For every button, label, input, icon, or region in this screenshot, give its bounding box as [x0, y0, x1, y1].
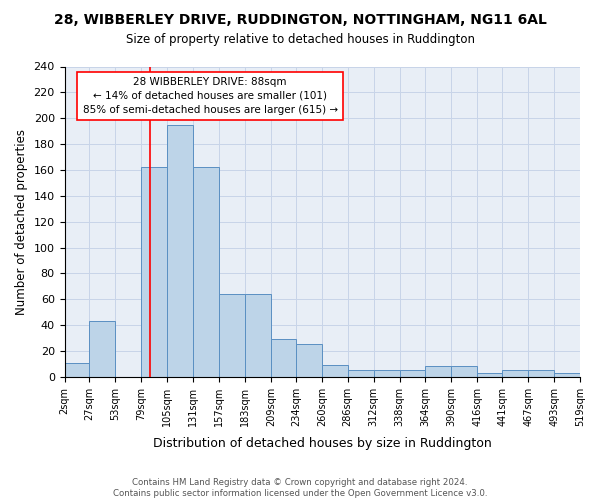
- Bar: [425, 366, 451, 377]
- Bar: [219, 294, 245, 377]
- Text: 28 WIBBERLEY DRIVE: 88sqm
← 14% of detached houses are smaller (101)
85% of semi: 28 WIBBERLEY DRIVE: 88sqm ← 14% of detac…: [83, 77, 338, 115]
- Bar: [322, 365, 347, 377]
- Bar: [193, 168, 219, 377]
- Text: 28, WIBBERLEY DRIVE, RUDDINGTON, NOTTINGHAM, NG11 6AL: 28, WIBBERLEY DRIVE, RUDDINGTON, NOTTING…: [53, 12, 547, 26]
- Bar: [502, 370, 528, 377]
- Bar: [245, 294, 271, 377]
- Bar: [65, 362, 89, 377]
- Bar: [271, 340, 296, 377]
- Bar: [142, 168, 167, 377]
- Bar: [374, 370, 400, 377]
- Bar: [167, 124, 193, 377]
- Text: Contains HM Land Registry data © Crown copyright and database right 2024.
Contai: Contains HM Land Registry data © Crown c…: [113, 478, 487, 498]
- Bar: [89, 321, 115, 377]
- X-axis label: Distribution of detached houses by size in Ruddington: Distribution of detached houses by size …: [153, 437, 491, 450]
- Y-axis label: Number of detached properties: Number of detached properties: [15, 128, 28, 314]
- Bar: [400, 370, 425, 377]
- Bar: [478, 373, 502, 377]
- Bar: [528, 370, 554, 377]
- Text: Size of property relative to detached houses in Ruddington: Size of property relative to detached ho…: [125, 32, 475, 46]
- Bar: [451, 366, 478, 377]
- Bar: [554, 373, 580, 377]
- Bar: [296, 344, 322, 377]
- Bar: [347, 370, 374, 377]
